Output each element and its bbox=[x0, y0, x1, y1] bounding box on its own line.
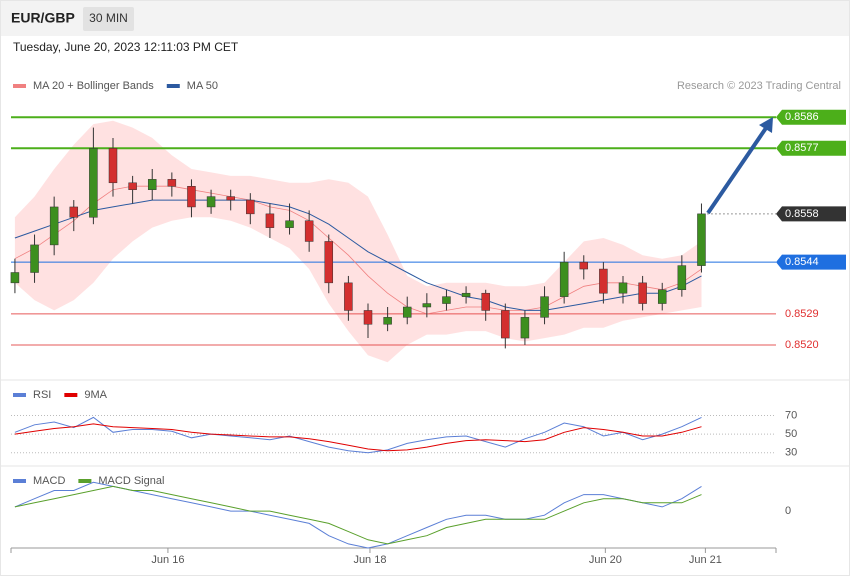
candle-body bbox=[442, 296, 451, 304]
level-label: 0.8544 bbox=[785, 256, 819, 268]
y-tick-label: 0 bbox=[785, 505, 791, 517]
candle-body bbox=[206, 196, 216, 208]
timeframe-chip bbox=[83, 7, 134, 31]
candle-body bbox=[246, 199, 255, 215]
candle-body bbox=[30, 244, 39, 273]
legend-label: MA 20 + Bollinger Bands bbox=[33, 80, 154, 92]
indicator-line bbox=[14, 481, 702, 549]
candle-body bbox=[10, 272, 20, 284]
level-label: 0.8529 bbox=[785, 308, 819, 320]
candle-body bbox=[697, 213, 706, 266]
level-tag bbox=[776, 206, 846, 222]
symbol: EUR/GBP bbox=[11, 10, 75, 26]
candle-body bbox=[69, 206, 79, 218]
candle-body bbox=[324, 241, 334, 284]
indicator-line bbox=[14, 423, 702, 452]
x-tick-label: Jun 18 bbox=[353, 554, 386, 566]
x-tick-label: Jun 16 bbox=[151, 554, 184, 566]
level-tag bbox=[776, 140, 846, 156]
candle-body bbox=[657, 289, 667, 304]
candle-body bbox=[638, 282, 647, 304]
legend-label: 9MA bbox=[84, 389, 107, 401]
plot-layer: MA 20 + Bollinger Bands MA 50 0.8586 0.8577… bbox=[10, 80, 846, 566]
candle-body bbox=[559, 261, 569, 297]
legend-swatch bbox=[64, 393, 78, 397]
level-tag bbox=[776, 109, 846, 125]
y-tick-label: 50 bbox=[785, 428, 797, 440]
candle-body bbox=[344, 282, 353, 311]
arrow-shaft bbox=[706, 126, 768, 215]
legend-label: MACD Signal bbox=[98, 475, 164, 487]
y-tick-label: 30 bbox=[785, 447, 797, 459]
candle-body bbox=[265, 213, 275, 228]
candle-body bbox=[599, 268, 608, 294]
candle-body bbox=[422, 303, 432, 308]
candle-body bbox=[49, 206, 59, 246]
legend-swatch bbox=[78, 479, 92, 483]
candle-body bbox=[128, 182, 137, 190]
level-label: 0.8558 bbox=[785, 208, 819, 220]
candle-body bbox=[89, 148, 98, 218]
indicator-line bbox=[14, 485, 702, 545]
legend-swatch bbox=[166, 84, 180, 88]
candle-body bbox=[304, 220, 314, 242]
timeframe: 30 MIN bbox=[89, 11, 128, 25]
legend-swatch bbox=[13, 479, 26, 483]
candle-body bbox=[618, 282, 628, 294]
level-label: 0.8586 bbox=[785, 111, 819, 123]
ma-line bbox=[14, 199, 702, 311]
candle-body bbox=[540, 296, 549, 318]
candle-body bbox=[187, 186, 196, 208]
timestamp: Tuesday, June 20, 2023 12:11:03 PM CET bbox=[13, 40, 239, 54]
arrow-head bbox=[759, 117, 773, 133]
candle-body bbox=[167, 179, 177, 187]
legend-swatch bbox=[13, 84, 26, 88]
candle-body bbox=[579, 261, 589, 270]
header-bar bbox=[0, 0, 850, 36]
x-tick-label: Jun 20 bbox=[589, 554, 622, 566]
target-arrow bbox=[706, 117, 773, 215]
candle-body bbox=[481, 292, 490, 311]
candle-body bbox=[520, 317, 530, 339]
candle-body bbox=[677, 265, 687, 291]
candle-body bbox=[501, 310, 510, 339]
y-tick-label: 70 bbox=[785, 409, 797, 421]
legend-label: MACD bbox=[33, 475, 65, 487]
candle-body bbox=[285, 220, 294, 228]
legend-label: MA 50 bbox=[187, 80, 218, 92]
level-label: 0.8577 bbox=[785, 142, 819, 154]
x-tick-label: Jun 21 bbox=[689, 554, 722, 566]
candle-body bbox=[402, 306, 412, 318]
bollinger-band bbox=[14, 120, 702, 363]
source: Research © 2023 Trading Central bbox=[677, 80, 841, 92]
candle-body bbox=[363, 310, 373, 325]
legend-label: RSI bbox=[33, 389, 51, 401]
candle-body bbox=[147, 179, 157, 190]
level-tag bbox=[776, 254, 846, 270]
candle-body bbox=[226, 196, 235, 201]
legend-swatch bbox=[13, 393, 26, 397]
candle-body bbox=[461, 292, 471, 297]
level-label: 0.8520 bbox=[785, 339, 819, 351]
candle-body bbox=[108, 148, 118, 184]
candle-body bbox=[383, 317, 392, 325]
